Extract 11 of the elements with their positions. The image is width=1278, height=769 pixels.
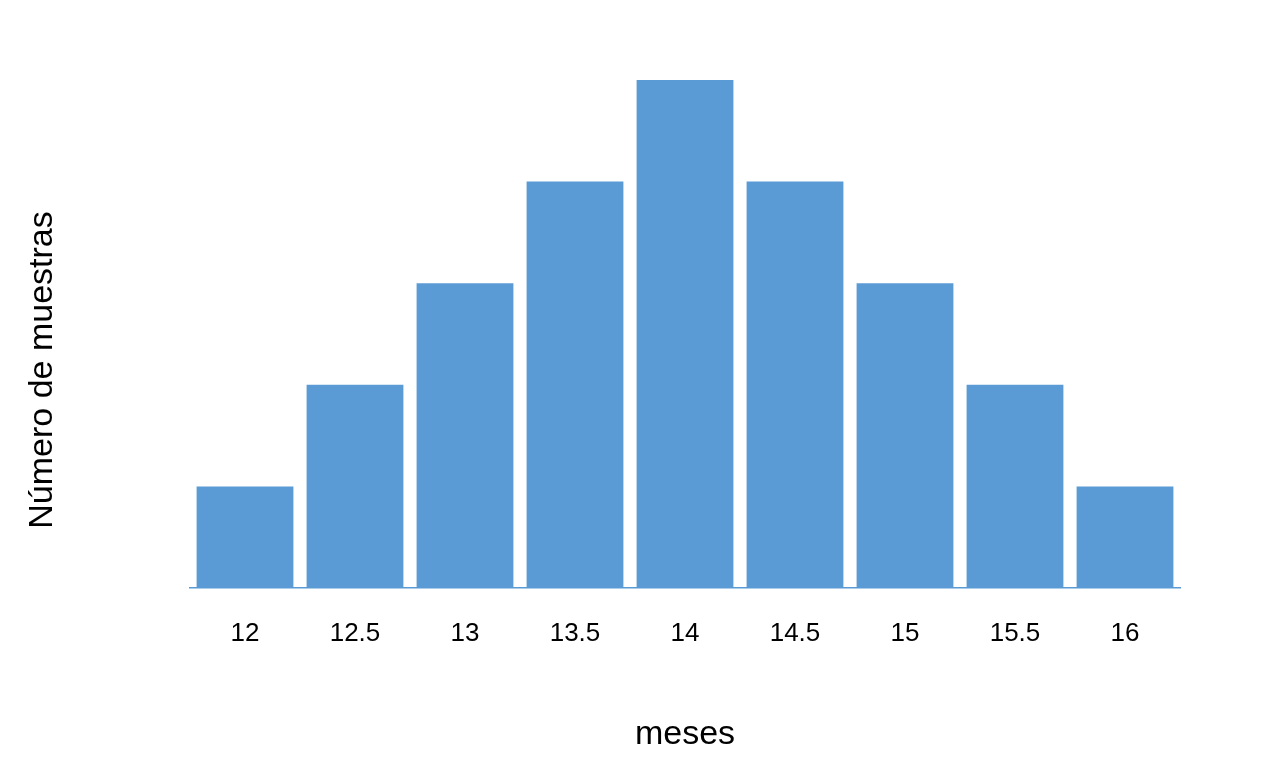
x-tick-label: 14.5 (769, 616, 821, 647)
x-tick-label: 15.5 (989, 616, 1041, 647)
x-tick-label: 12.5 (329, 616, 381, 647)
x-tick-label: 13 (450, 616, 480, 647)
x-axis-title: meses (634, 712, 736, 751)
y-axis-title: Número de muestras (20, 211, 60, 529)
x-tick-label: 15 (890, 616, 920, 647)
x-tick-label: 13.5 (549, 616, 601, 647)
x-tick-label: 12 (230, 616, 260, 647)
x-tick-label: 16 (1110, 616, 1140, 647)
x-tick-label: 14 (670, 616, 700, 647)
